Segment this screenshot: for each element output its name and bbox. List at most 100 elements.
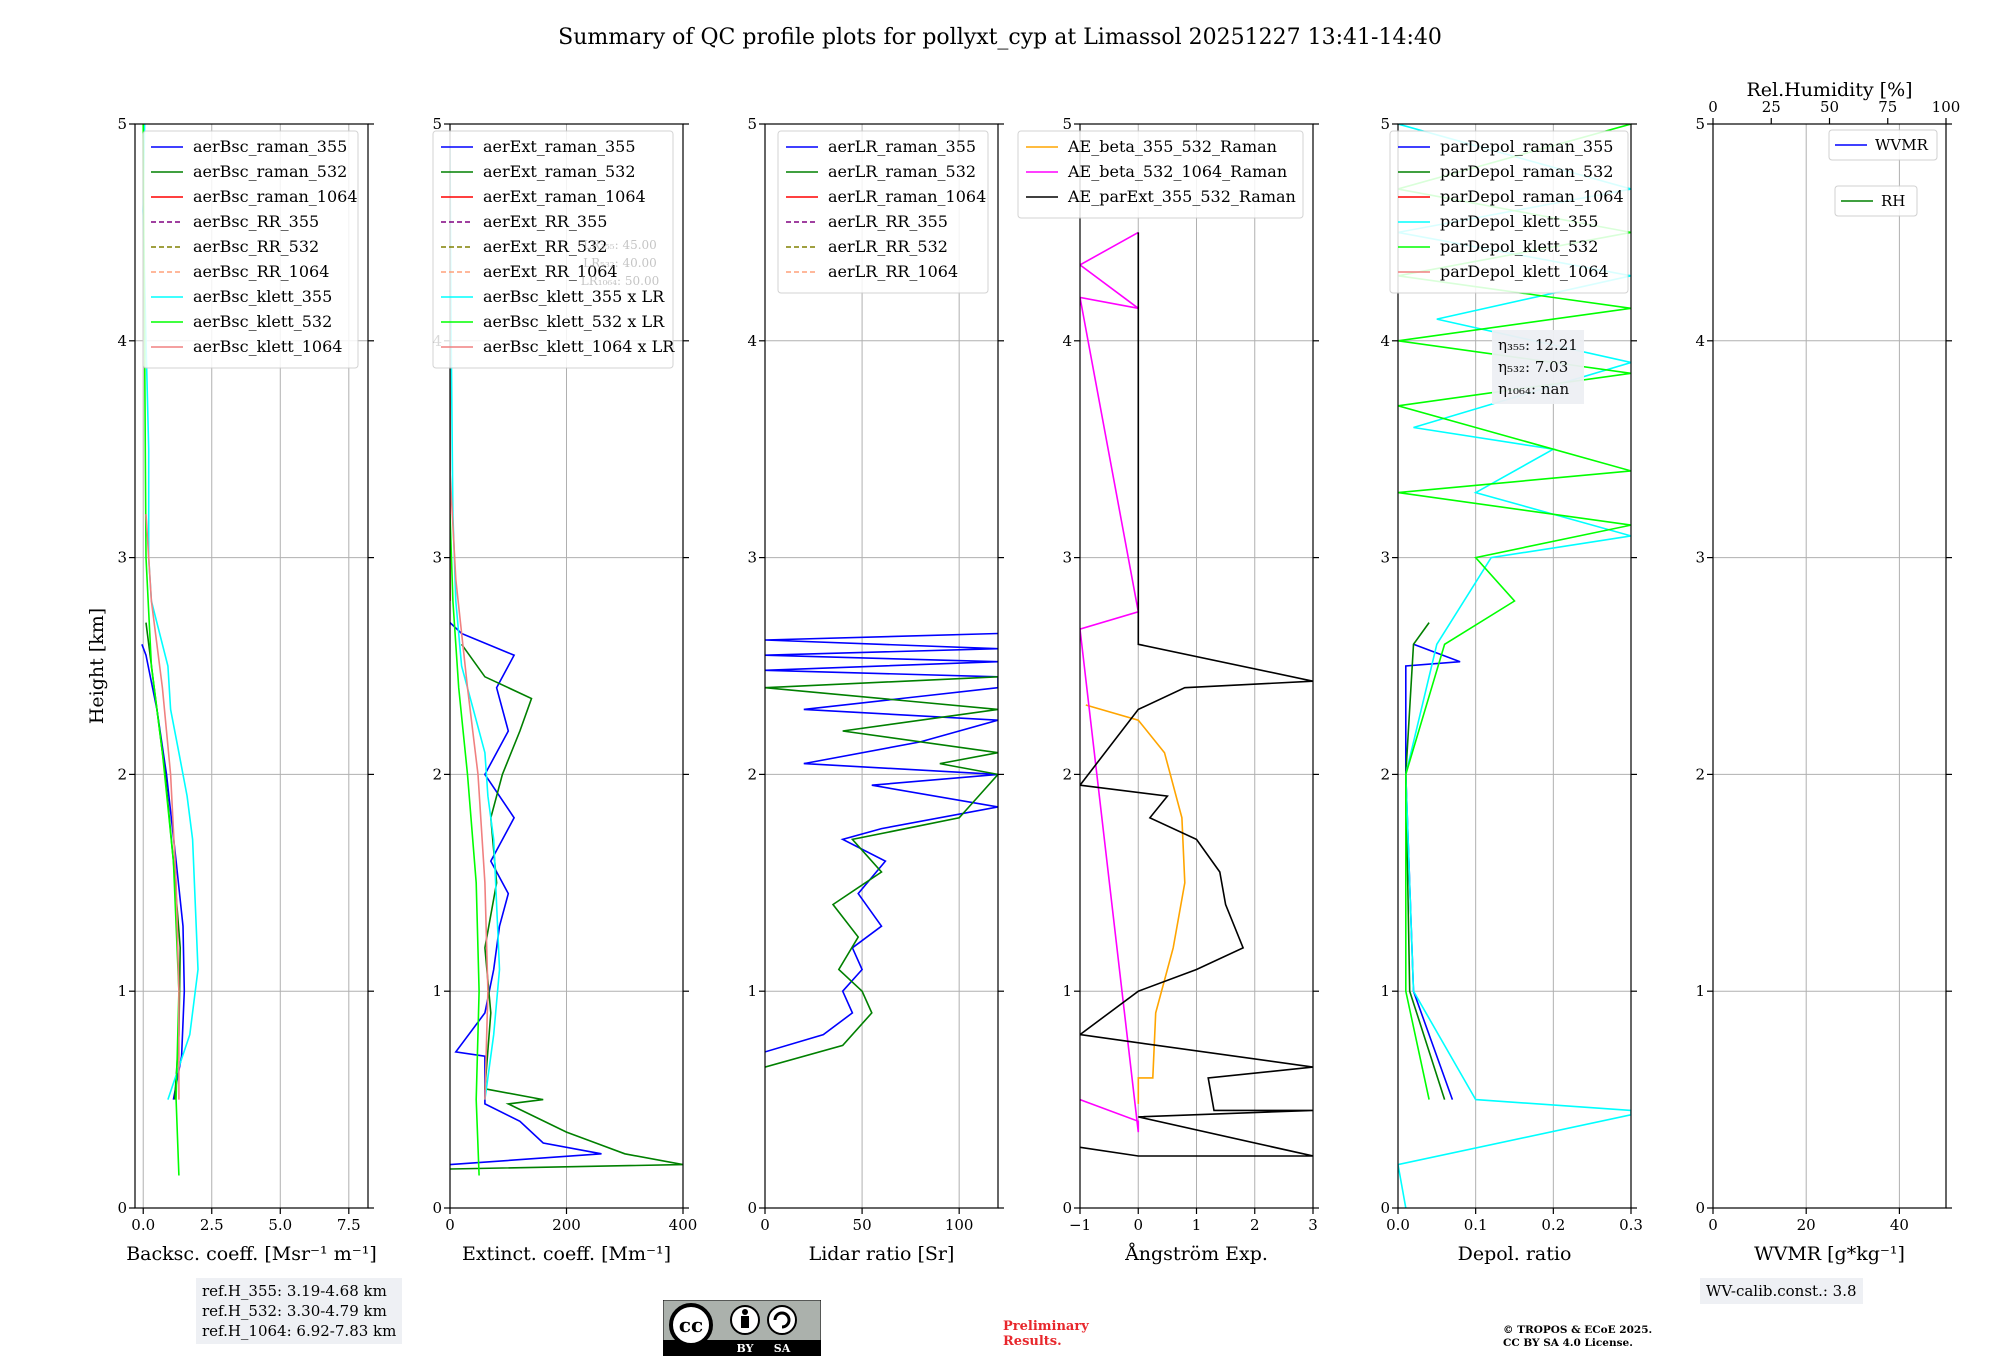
x-tick-label: 7.5 [337,1216,361,1234]
cc-by-sa-icon: cc BY SA [662,1299,822,1357]
top-tick-label: 0 [1708,98,1718,116]
lr-note: LR₅₃₂: 40.00 [583,256,657,270]
x-tick-label: 20 [1797,1216,1816,1234]
ref-height-1064: ref.H_1064: 6.92-7.83 km [202,1322,397,1340]
series-line-aerLR_raman_355 [765,632,998,1053]
legend-label: parDepol_raman_355 [1440,137,1613,156]
axes-frame [1397,123,1632,1209]
y-tick-label: 5 [1695,115,1705,133]
x-axis-label: WVMR [g*kg⁻¹] [1754,1243,1905,1265]
panel-wv: 0 20 40 0 1 2 3 4 5 WVMR [g*kg⁻¹] 0 25 50 75 100 Rel.Hu… [1695,79,1960,1265]
legend-frame [142,130,359,369]
top-tick-label: 100 [1932,98,1961,116]
figure-title: Summary of QC profile plots for pollyxt_… [558,25,1442,50]
y-tick-label: 3 [1062,549,1072,567]
y-tick-label: 1 [747,982,757,1000]
y-tick-label: 1 [1695,982,1705,1000]
x-tick-label: 0.1 [1464,1216,1488,1234]
legend-label: aerBsc_RR_532 [193,237,319,256]
legend-label: aerBsc_RR_1064 [193,262,329,281]
y-tick-label: 4 [1380,332,1390,350]
y-tick-label: 2 [117,765,127,783]
y-axis-label: Height [km] [86,608,108,724]
y-tick-label: 3 [747,549,757,567]
x-tick-label: 40 [1890,1216,1909,1234]
legend-label: WVMR [1875,136,1929,154]
legend-label: aerLR_raman_532 [828,162,976,181]
y-tick-label: 4 [1695,332,1705,350]
legend-label: aerLR_raman_1064 [828,187,986,206]
top-tick-label: 50 [1820,98,1839,116]
x-axis-label: Depol. ratio [1458,1243,1572,1265]
x-tick-label: 2.5 [200,1216,224,1234]
y-tick-label: 2 [432,765,442,783]
x-tick-label: 0.3 [1619,1216,1643,1234]
x-tick-label: 3 [1308,1216,1318,1234]
legend-frame [777,130,989,294]
series-line-aerExt_raman_355 [450,622,602,1166]
series-line-AE_beta_355_532_Raman [1085,704,1186,1104]
y-tick-label: 2 [747,765,757,783]
y-tick-label: 3 [1380,549,1390,567]
y-tick-label: 5 [117,115,127,133]
depol-eta-box: η₃₅₅: 12.21 η₅₃₂: 7.03 η₁₀₆₄: nan [1492,330,1584,404]
top-tick-label: 75 [1878,98,1897,116]
axes-frame [764,123,999,1209]
y-tick-label: 5 [747,115,757,133]
legend-label: aerLR_RR_532 [828,237,948,256]
y-tick-label: 1 [1380,982,1390,1000]
x-tick-label: 5.0 [268,1216,292,1234]
y-tick-label: 0 [1695,1199,1705,1217]
legend-label: aerBsc_raman_355 [193,137,347,156]
legend-WVMR: WVMR [1828,129,1938,161]
lr-note: LR₃₅₅: 45.00 [583,238,657,252]
legend-label: aerBsc_klett_355 x LR [483,287,665,306]
legend-bsc: aerBsc_raman_355 aerBsc_raman_532 aerBsc_r… [142,130,359,369]
eta-532: η₅₃₂: 7.03 [1498,358,1569,376]
y-tick-label: 1 [117,982,127,1000]
x-tick-label: 0 [445,1216,455,1234]
wv-calib-box: WV-calib.const.: 3.8 [1700,1278,1863,1304]
legend-label: parDepol_raman_1064 [1440,187,1624,206]
legend-label: aerExt_raman_532 [483,162,636,181]
x-tick-label: 0 [1133,1216,1143,1234]
legend-label: aerBsc_raman_1064 [193,187,358,206]
legend-label: aerExt_RR_1064 [483,262,618,281]
x-tick-label: 400 [669,1216,698,1234]
series-line-aerBsc_klett_532 [142,124,180,1176]
y-tick-label: 4 [747,332,757,350]
legend-label: aerExt_raman_1064 [483,187,646,206]
legend-label: aerLR_RR_1064 [828,262,958,281]
x-tick-label: 1 [1192,1216,1202,1234]
x-tick-label: 200 [552,1216,581,1234]
copyright-line-1: © TROPOS & ECoE 2025. [1503,1324,1653,1336]
x-tick-label: 0.2 [1541,1216,1565,1234]
legend-RH: RH [1834,185,1918,217]
legend-label: AE_beta_355_532_Raman [1067,137,1277,156]
top-axis-label: Rel.Humidity [%] [1746,79,1912,101]
series-line-aerLR_raman_532 [765,676,998,1068]
copyright-line-2: CC BY SA 4.0 License. [1503,1337,1633,1349]
y-tick-label: 0 [747,1199,757,1217]
legend-label: aerExt_RR_355 [483,212,607,231]
preliminary-note: Preliminary Results. [1003,1319,1089,1349]
legend-label: aerExt_raman_355 [483,137,636,156]
legend-label: aerExt_RR_532 [483,237,607,256]
legend-ext: aerExt_raman_355 aerExt_raman_532 aerExt_r… [432,130,675,369]
legend-lr: aerLR_raman_355 aerLR_raman_532 aerLR_rama… [777,130,989,294]
x-tick-label: 0.0 [1386,1216,1410,1234]
top-tick-label: 25 [1762,98,1781,116]
y-tick-label: 4 [1062,332,1072,350]
legend-label: aerBsc_klett_532 x LR [483,312,665,331]
y-tick-label: 0 [1062,1199,1072,1217]
series-line-AE_parExt_355_532_Raman [1080,232,1313,1157]
legend-frame [1017,130,1304,219]
series-line-aerBsc_klett_532 x LR [450,514,480,1176]
y-tick-label: 5 [1380,115,1390,133]
y-tick-label: 3 [432,549,442,567]
x-tick-label: −1 [1069,1216,1091,1234]
legend-label: AE_parExt_355_532_Raman [1067,187,1296,206]
copyright-note: © TROPOS & ECoE 2025. CC BY SA 4.0 Licen… [1503,1324,1652,1350]
ref-height-355: ref.H_355: 3.19-4.68 km [202,1282,387,1300]
